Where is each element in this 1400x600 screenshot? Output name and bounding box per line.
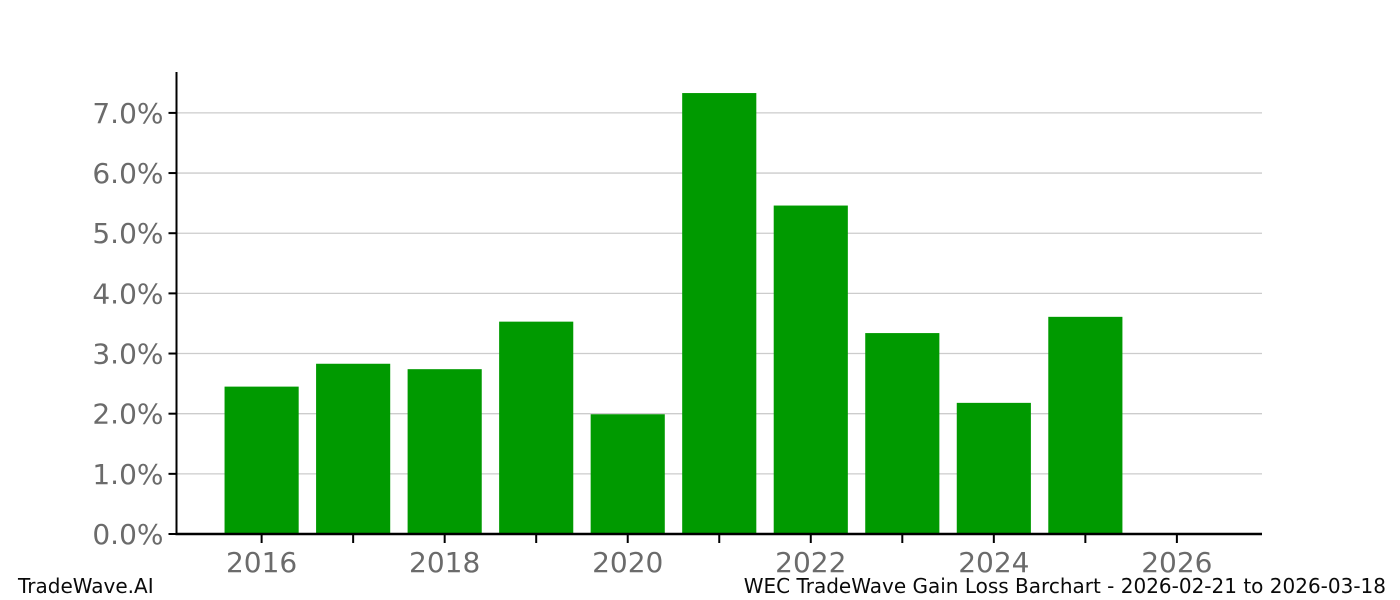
- bar-2025: [1048, 316, 1123, 534]
- y-tick-label-3pct: 3.0%: [92, 338, 163, 371]
- brand-watermark: TradeWave.AI: [18, 574, 154, 598]
- chart-title-footer: WEC TradeWave Gain Loss Barchart - 2026-…: [743, 574, 1386, 598]
- bar-2016: [224, 386, 299, 534]
- bar-2022: [773, 205, 848, 534]
- y-tick-label-5pct: 5.0%: [92, 217, 163, 250]
- x-tick-label-2024: 2024: [958, 546, 1029, 579]
- x-tick-label-2026: 2026: [1141, 546, 1212, 579]
- y-tick-label-6pct: 6.0%: [92, 157, 163, 190]
- x-tick-label-2016: 2016: [226, 546, 297, 579]
- y-tick-label-0pct: 0.0%: [92, 518, 163, 551]
- y-tick-label-7pct: 7.0%: [92, 97, 163, 130]
- bar-2019: [499, 321, 574, 534]
- bar-2024: [956, 402, 1031, 534]
- y-tick-label-1pct: 1.0%: [92, 458, 163, 491]
- bar-2020: [590, 414, 665, 534]
- bar-2018: [407, 369, 482, 534]
- bar-2017: [316, 363, 391, 534]
- y-tick-label-4pct: 4.0%: [92, 277, 163, 310]
- x-tick-label-2018: 2018: [409, 546, 480, 579]
- y-tick-label-2pct: 2.0%: [92, 398, 163, 431]
- bar-2023: [865, 333, 940, 534]
- x-tick-label-2020: 2020: [592, 546, 663, 579]
- bar-2021: [682, 93, 757, 534]
- x-tick-label-2022: 2022: [775, 546, 846, 579]
